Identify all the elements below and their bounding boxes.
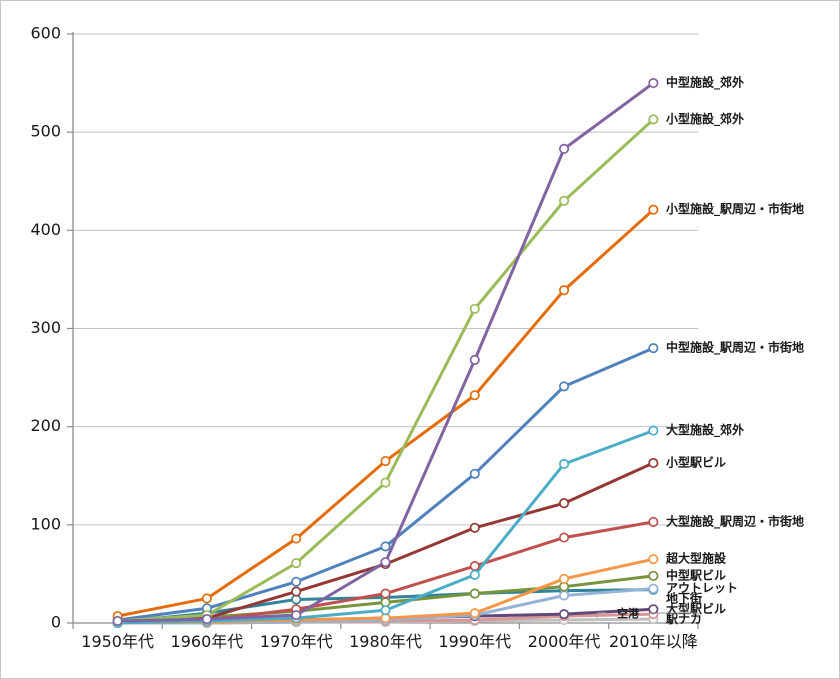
- series-markers: [112, 78, 659, 629]
- data-point: [648, 604, 659, 615]
- data-point: [201, 614, 212, 625]
- series-label: 中型施設_郊外: [666, 75, 744, 91]
- data-point: [291, 610, 302, 621]
- data-point: [559, 573, 570, 584]
- series-line: [116, 208, 655, 618]
- data-point: [559, 143, 570, 154]
- data-point: [559, 381, 570, 392]
- series-label: 中型駅ビル: [666, 567, 726, 582]
- data-point: [201, 593, 212, 604]
- y-tick-label: 0: [51, 613, 61, 632]
- series-label: 大型施設_郊外: [666, 422, 744, 438]
- data-point: [380, 455, 391, 467]
- data-point: [648, 457, 659, 469]
- data-point: [469, 390, 480, 401]
- data-point: [469, 303, 480, 314]
- series-label: 駅ナカ: [665, 612, 702, 626]
- data-point: [291, 586, 302, 597]
- series-label: 中型施設_駅周辺・市街地: [666, 340, 804, 356]
- data-point: [291, 576, 302, 587]
- series-label: 小型施設_駅周辺・市街地: [666, 201, 804, 217]
- x-tick-labels: 1950年代 1960年代 1970年代 1980年代 1990年代 2000年代 2010…: [81, 632, 697, 651]
- x-tick-label: 1960年代: [171, 632, 244, 651]
- data-point: [380, 588, 391, 599]
- data-point: [648, 583, 659, 594]
- data-point: [469, 354, 480, 365]
- x-tick-label: 1970年代: [260, 632, 333, 651]
- data-point: [112, 615, 123, 627]
- data-point: [559, 590, 570, 601]
- data-point: [648, 343, 659, 354]
- y-tick-label: 300: [30, 318, 61, 337]
- data-point: [648, 554, 659, 565]
- y-tick-label: 100: [30, 514, 61, 533]
- data-point: [648, 78, 659, 89]
- series-label: 大型施設_駅周辺・市街地: [666, 513, 804, 529]
- x-tick-label: 2010年以降: [609, 632, 698, 651]
- series-label-inside: 空港: [617, 606, 640, 620]
- data-point: [559, 458, 570, 470]
- x-tick-label: 1980年代: [349, 632, 422, 651]
- data-point: [469, 588, 480, 599]
- data-point: [469, 569, 480, 580]
- data-point: [380, 605, 391, 616]
- data-point: [559, 285, 570, 296]
- series-label: 超大型施設: [665, 551, 727, 566]
- data-point: [469, 468, 480, 479]
- data-point: [291, 558, 302, 569]
- data-point: [559, 609, 570, 620]
- data-point: [559, 498, 570, 509]
- series-line: [116, 81, 655, 623]
- series-label: 大型駅ビル: [666, 601, 726, 616]
- data-point: [291, 533, 302, 544]
- data-point: [648, 114, 659, 125]
- series-label: 地下街: [666, 590, 702, 605]
- y-tick-label: 500: [30, 122, 61, 141]
- y-tick-label: 600: [30, 24, 61, 43]
- series-label: 小型施設_郊外: [666, 111, 744, 127]
- data-point: [648, 570, 659, 581]
- data-point: [469, 561, 480, 572]
- data-point: [469, 608, 480, 619]
- data-point: [469, 522, 480, 533]
- x-tick-label: 1990年代: [438, 632, 511, 651]
- series-labels: 中型施設_郊外小型施設_郊外小型施設_駅周辺・市街地中型施設_駅周辺・市街地大型…: [596, 75, 804, 626]
- data-point: [559, 195, 570, 206]
- data-point: [380, 541, 391, 552]
- data-point: [559, 532, 570, 543]
- data-point: [648, 204, 659, 215]
- data-point: [380, 557, 391, 568]
- x-tick-label: 1950年代: [81, 632, 154, 651]
- series-label: 小型駅ビル: [666, 454, 726, 469]
- series-label: アウトレット: [666, 581, 738, 595]
- x-tick-label: 2000年代: [528, 632, 601, 651]
- data-point: [648, 516, 659, 527]
- y-tick-labels: 0 100 200 300 400 500 600: [30, 24, 61, 632]
- y-tick-label: 400: [30, 220, 61, 239]
- data-point: [380, 477, 391, 488]
- gridlines: [73, 33, 698, 526]
- data-point: [648, 425, 659, 436]
- y-tick-label: 200: [30, 416, 61, 435]
